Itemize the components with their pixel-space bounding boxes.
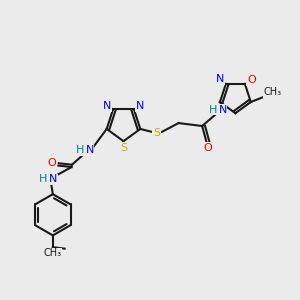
Text: CH₃: CH₃	[263, 87, 281, 97]
Text: H: H	[39, 174, 47, 184]
Text: O: O	[204, 142, 212, 152]
Text: N: N	[103, 101, 111, 111]
Text: CH₃: CH₃	[44, 248, 62, 258]
Text: N: N	[216, 74, 224, 85]
Text: N: N	[136, 101, 144, 111]
Text: O: O	[247, 75, 256, 85]
Text: O: O	[48, 158, 57, 168]
Text: S: S	[153, 128, 160, 138]
Text: S: S	[120, 142, 127, 153]
Text: H: H	[209, 105, 217, 115]
Text: N: N	[49, 174, 57, 184]
Text: H: H	[76, 145, 84, 155]
Text: N: N	[219, 105, 227, 115]
Text: N: N	[85, 145, 94, 155]
